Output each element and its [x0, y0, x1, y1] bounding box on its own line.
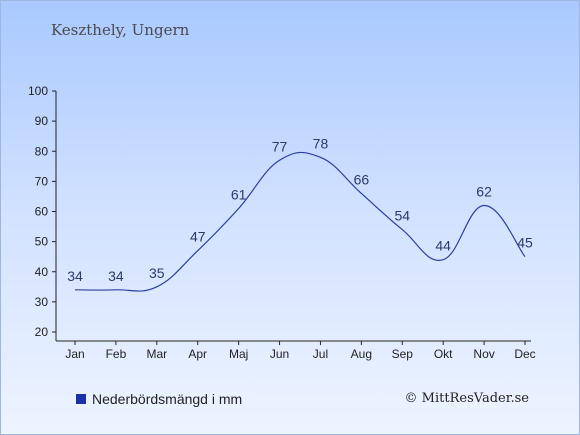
x-tick-label: Jan — [65, 347, 84, 361]
data-label: 54 — [394, 208, 410, 224]
x-tick-label: Jun — [270, 347, 289, 361]
x-tick-label: Jul — [313, 347, 328, 361]
series-line — [74, 151, 526, 292]
x-tick-label: Dec — [514, 347, 535, 361]
data-labels: 34 34 35 47 61 77 78 66 54 44 62 45 — [67, 135, 533, 284]
data-label: 78 — [313, 135, 329, 151]
legend-swatch — [76, 394, 86, 404]
credit-text: © MittResVader.se — [404, 391, 529, 406]
x-tick-label: Maj — [229, 347, 248, 361]
legend: Nederbördsmängd i mm — [76, 391, 242, 407]
y-tick-label: 100 — [28, 84, 48, 98]
x-tick-label: Aug — [351, 347, 372, 361]
y-tick-label: 80 — [35, 144, 49, 158]
data-label: 35 — [149, 265, 165, 281]
y-tick-label: 60 — [35, 205, 49, 219]
data-label: 44 — [435, 238, 451, 254]
x-tick-label: Sep — [392, 347, 414, 361]
x-tick-label: Okt — [434, 347, 453, 361]
page-title: Keszthely, Ungern — [51, 21, 190, 39]
data-label: 61 — [231, 186, 247, 202]
x-tick-label: Mar — [146, 347, 167, 361]
data-label: 77 — [272, 138, 288, 154]
y-tick-label: 40 — [35, 265, 49, 279]
data-label: 47 — [190, 229, 206, 245]
data-label: 62 — [476, 183, 492, 199]
y-tick-label: 50 — [35, 235, 49, 249]
x-tick-label: Apr — [188, 347, 207, 361]
data-label: 66 — [354, 171, 370, 187]
legend-label: Nederbördsmängd i mm — [92, 391, 243, 407]
x-tick-label: Nov — [473, 347, 494, 361]
data-label: 34 — [108, 268, 124, 284]
y-tick-label: 30 — [35, 295, 49, 309]
x-ticks: Jan Feb Mar Apr Maj Jun Jul Aug Sep Okt Nov Dec — [65, 341, 536, 361]
y-ticks: 20 30 40 50 60 70 80 90 100 — [28, 84, 56, 339]
x-tick-label: Feb — [106, 347, 127, 361]
y-tick-label: 20 — [35, 325, 49, 339]
y-tick-label: 70 — [35, 174, 49, 188]
y-tick-label: 90 — [35, 114, 49, 128]
data-label: 34 — [67, 268, 83, 284]
data-label: 45 — [517, 235, 533, 251]
